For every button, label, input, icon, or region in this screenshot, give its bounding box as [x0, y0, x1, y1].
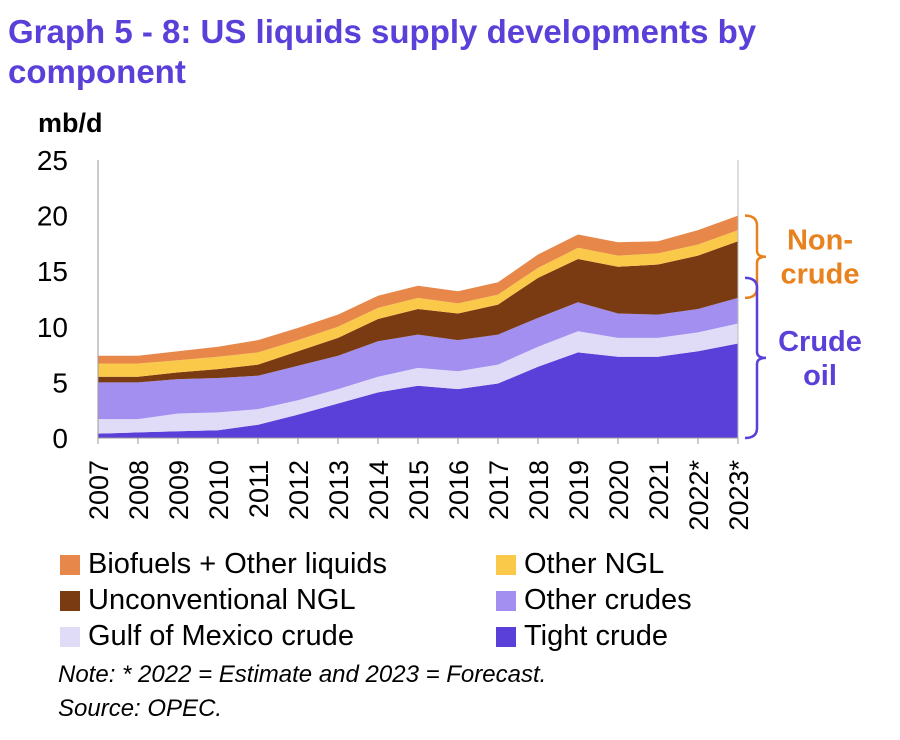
brace-label-1: oil	[803, 360, 837, 392]
legend-label: Other crudes	[524, 584, 692, 616]
area-series-5	[98, 215, 738, 364]
stacked-areas	[98, 215, 738, 438]
y-tick-labels: 0 5 10 15 20 25	[37, 145, 68, 454]
legend-item: Gulf of Mexico crude	[60, 620, 354, 653]
legend-item: Tight crude	[496, 620, 668, 653]
legend-item: Other crudes	[496, 584, 692, 617]
legend-label: Gulf of Mexico crude	[88, 620, 354, 652]
legend-swatch	[60, 590, 80, 611]
y-tick-label: 15	[37, 256, 68, 287]
y-tick-label: 25	[37, 145, 68, 176]
brace-0	[744, 214, 767, 300]
x-tick-label: 2009	[164, 460, 194, 520]
y-tick-label: 10	[37, 312, 68, 343]
x-tick-labels: 2007 2008 2009 2010 2011 2012 2013 2014 2015 2016…	[84, 460, 754, 531]
area-series-3	[98, 241, 738, 383]
legend-label: Unconventional NGL	[88, 584, 356, 616]
legend-item: Unconventional NGL	[60, 584, 356, 617]
source-text: Source: OPEC.	[58, 695, 223, 722]
x-tick-label: 2021	[644, 460, 674, 520]
area-series-1	[98, 323, 738, 434]
x-tick-label: 2022*	[684, 460, 714, 531]
x-tick-label: 2019	[564, 460, 594, 520]
legend-swatch	[60, 554, 80, 575]
chart-footnote: Note: * 2022 = Estimate and 2023 = Forec…	[58, 658, 546, 726]
x-tick-label: 2015	[404, 460, 434, 520]
legend-label: Other NGL	[524, 548, 665, 580]
legend-item: Biofuels + Other liquids	[60, 548, 387, 581]
legend-swatch	[60, 626, 80, 647]
area-series-0	[98, 343, 738, 438]
x-tick-label: 2020	[604, 460, 634, 520]
chart-axes	[97, 160, 739, 444]
legend-swatch	[496, 554, 516, 575]
brace-1	[744, 276, 767, 440]
x-tick-label: 2014	[364, 460, 394, 520]
x-tick-label: 2012	[284, 460, 314, 520]
legend-item: Other NGL	[496, 548, 664, 581]
legend-swatch	[496, 626, 516, 647]
y-axis-unit-label: mb/d	[38, 108, 103, 138]
x-tick-label: 2011	[244, 460, 274, 518]
y-tick-label: 20	[37, 201, 68, 232]
y-tick-label: 5	[52, 367, 68, 398]
x-tick-label: 2008	[124, 460, 154, 520]
y-tick-label: 0	[52, 423, 68, 454]
chart-title: Graph 5 - 8: US liquids supply developme…	[8, 13, 757, 90]
legend-label: Biofuels + Other liquids	[88, 548, 388, 580]
brace-label-0: crude	[781, 259, 860, 291]
x-tick-label: 2023*	[724, 460, 754, 531]
x-tick-label: 2007	[84, 460, 114, 520]
x-tick-label: 2018	[524, 460, 554, 520]
x-tick-label: 2017	[484, 460, 514, 520]
legend-swatch	[496, 590, 516, 611]
legend-label: Tight crude	[524, 620, 668, 652]
x-tick-label: 2013	[324, 460, 354, 520]
brace-label-1: Crude	[778, 326, 862, 358]
note-text: Note: * 2022 = Estimate and 2023 = Forec…	[58, 661, 547, 688]
area-series-2	[98, 297, 738, 420]
x-tick-label: 2010	[204, 460, 234, 520]
x-tick-label: 2016	[444, 460, 474, 520]
area-series-4	[98, 230, 738, 377]
brace-label-0: Non-	[787, 225, 853, 257]
